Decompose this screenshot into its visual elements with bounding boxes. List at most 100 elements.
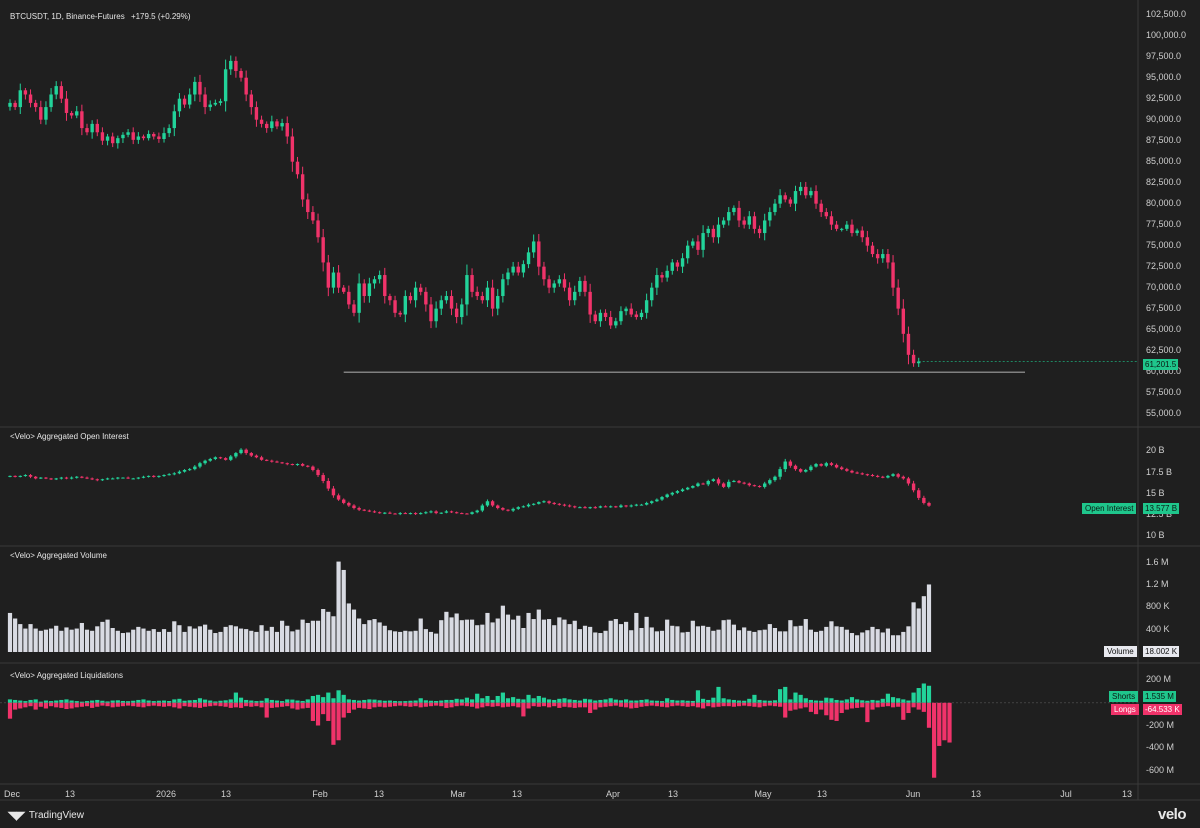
volume-bar (233, 626, 238, 652)
shorts-bar (911, 692, 916, 703)
price-candle (311, 206, 315, 225)
price-candle (367, 277, 372, 303)
oi-body (306, 465, 310, 467)
oi-candle (454, 511, 459, 514)
price-body (141, 136, 146, 139)
shorts-bar (387, 700, 393, 703)
longs-bar (742, 702, 747, 706)
price-body (449, 296, 454, 309)
price-candle (116, 135, 120, 149)
price-body (28, 94, 33, 103)
shorts-bar (43, 700, 49, 703)
oi-candle (675, 490, 680, 494)
shorts-bar (819, 700, 824, 703)
longs-bar (208, 702, 213, 707)
oi-candle (711, 478, 716, 482)
oi-candle (927, 501, 931, 507)
price-body (573, 291, 577, 301)
longs-bar (161, 702, 167, 707)
shorts-bar (54, 700, 59, 703)
longs-bar (459, 702, 464, 706)
price-pane[interactable] (8, 55, 1138, 373)
oi-body (110, 478, 115, 480)
shorts-bar (167, 700, 172, 703)
shorts-bar (516, 698, 521, 703)
volume-bar (855, 635, 860, 652)
shorts-bar (485, 695, 490, 703)
price-body (80, 111, 84, 129)
price-body (716, 224, 721, 238)
shorts-bar (490, 699, 495, 703)
shorts-bar (890, 697, 896, 703)
longs-bar (382, 702, 387, 708)
liquidations-pane[interactable] (0, 683, 1138, 778)
longs-bar (269, 702, 274, 708)
price-candle (121, 132, 125, 143)
oi-body (809, 466, 813, 470)
oi-body (44, 477, 48, 479)
shorts-bar (736, 700, 742, 703)
shorts-bar (685, 700, 690, 703)
volume-bar (813, 631, 819, 652)
volume-bar (434, 633, 439, 652)
longs-bar (947, 702, 952, 743)
shorts-bar (392, 700, 398, 703)
price-candle (721, 217, 726, 228)
price-candle (881, 249, 885, 263)
volume-bar (167, 631, 172, 652)
volume-pane[interactable] (7, 561, 932, 652)
oi-candle (336, 493, 341, 501)
longs-bar (865, 702, 870, 723)
price-candle (172, 104, 176, 137)
oi-body (408, 513, 413, 515)
oi-body (465, 513, 469, 515)
price-candle (167, 124, 171, 138)
shorts-bar (74, 701, 79, 703)
volume-bar (670, 625, 675, 652)
oi-body (552, 502, 556, 504)
oi-body (377, 512, 382, 514)
volume-bar (634, 612, 639, 652)
oi-body (69, 477, 74, 479)
time-axis-tick-14: Jul (1060, 789, 1072, 799)
price-body (680, 258, 685, 267)
volume-bar (598, 633, 603, 652)
price-candle (429, 297, 433, 329)
price-candle (13, 100, 17, 110)
longs-bar (711, 702, 716, 708)
longs-bar (326, 702, 331, 721)
longs-bar (423, 702, 428, 707)
oi-body (824, 463, 829, 466)
tradingview-brand[interactable]: ◥◤ TradingView (8, 809, 84, 822)
price-body (809, 191, 813, 196)
shorts-bar (767, 700, 772, 703)
oi-body (295, 464, 300, 466)
oi-candle (845, 467, 849, 472)
shorts-bar (95, 699, 100, 703)
open-interest-pane[interactable] (8, 448, 931, 516)
volume-bar (890, 635, 896, 652)
price-body (213, 102, 218, 105)
oi-body (290, 464, 295, 466)
volume-bar (839, 626, 844, 652)
oi-candle (629, 504, 633, 508)
oi-candle (814, 462, 818, 468)
shorts-bar (48, 701, 54, 703)
shorts-bar (213, 701, 218, 703)
oi-body (249, 453, 253, 456)
price-body (804, 186, 808, 196)
shorts-bar (182, 700, 187, 703)
longs-bar (896, 702, 901, 707)
price-body (614, 321, 618, 326)
price-candle (778, 189, 782, 208)
longs-bar (536, 702, 541, 707)
shorts-bar (398, 701, 403, 703)
oi-body (403, 513, 408, 515)
price-axis-tick-1: 100,000.0 (1146, 29, 1187, 40)
volume-bar (172, 621, 177, 652)
volume-bar (552, 625, 557, 652)
oi-body (891, 474, 895, 476)
price-body (911, 354, 916, 364)
oi-body (182, 469, 187, 472)
